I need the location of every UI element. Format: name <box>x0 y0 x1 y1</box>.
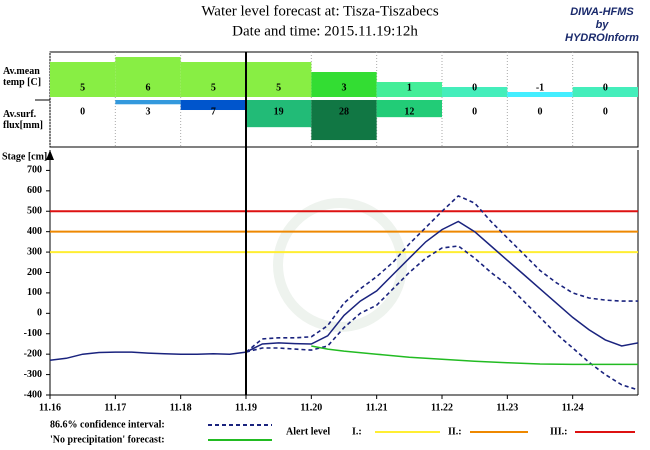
x-tick-label: 11.17 <box>104 402 126 413</box>
legend-label: 'No precipitation' forecast: <box>50 434 165 445</box>
data-label: 5 <box>276 82 281 93</box>
data-label: 3 <box>146 106 151 117</box>
y-tick-label: 500 <box>27 206 42 217</box>
data-label: -1 <box>536 82 544 93</box>
legend-label: Alert level <box>286 426 330 437</box>
bar <box>376 82 442 97</box>
bar <box>180 100 246 111</box>
x-tick-label: 11.16 <box>39 402 61 413</box>
data-label: 5 <box>80 82 85 93</box>
data-label: 0 <box>603 82 608 93</box>
y-tick-label: 400 <box>27 226 42 237</box>
legend-label: 86.6% confidence interval: <box>50 419 165 430</box>
y-tick-label: -400 <box>24 389 42 400</box>
bar <box>442 87 508 97</box>
data-label: 28 <box>339 106 349 117</box>
logo: DIWA-HFMS <box>570 6 634 18</box>
row-label: Av.surf. flux[mm] <box>3 109 43 131</box>
data-label: 6 <box>146 82 151 93</box>
forecast-line <box>49 220 639 362</box>
data-label: 0 <box>603 106 608 117</box>
bar <box>311 100 377 141</box>
bar <box>376 100 442 118</box>
x-tick-label: 11.18 <box>170 402 192 413</box>
bar <box>115 57 181 97</box>
chart-subtitle: Date and time: 2015.11.19:12h <box>232 23 418 39</box>
legend-label: I.: <box>352 426 362 437</box>
bar <box>311 72 377 97</box>
data-label: 5 <box>211 82 216 93</box>
bar <box>246 100 312 128</box>
y-tick-label: 600 <box>27 185 42 196</box>
confidence-line <box>245 194 638 353</box>
data-label: 0 <box>538 106 543 117</box>
y-tick-label: -200 <box>24 348 42 359</box>
bar <box>180 62 246 97</box>
bar <box>115 100 181 105</box>
logo: by <box>596 19 610 31</box>
x-tick-label: 11.22 <box>431 402 453 413</box>
y-tick-label: 200 <box>27 267 42 278</box>
forecast-line <box>311 345 638 366</box>
x-tick-label: 11.23 <box>496 402 518 413</box>
row-label: Av.mean temp [C] <box>3 66 42 88</box>
y-tick-label: 100 <box>27 287 42 298</box>
legend-label: II.: <box>448 426 462 437</box>
data-label: 0 <box>80 106 85 117</box>
x-tick-label: 11.20 <box>300 402 322 413</box>
bar <box>50 62 116 97</box>
y-tick-label: 300 <box>27 246 42 257</box>
y-tick-label: -100 <box>24 328 42 339</box>
bar <box>572 87 638 97</box>
legend-label: III.: <box>550 426 568 437</box>
axis-arrow <box>46 150 54 160</box>
bar <box>246 62 312 97</box>
watermark <box>273 198 407 332</box>
y-tick-label: -300 <box>24 369 42 380</box>
data-label: 0 <box>472 82 477 93</box>
confidence-line <box>245 245 639 391</box>
y-tick-label: 700 <box>27 165 42 176</box>
y-axis-title: Stage [cm] <box>2 151 47 162</box>
x-tick-label: 11.19 <box>235 402 257 413</box>
x-tick-label: 11.21 <box>366 402 388 413</box>
data-label: 12 <box>404 106 414 117</box>
x-tick-label: 11.24 <box>562 402 584 413</box>
y-tick-label: 0 <box>37 308 42 319</box>
data-label: 19 <box>274 106 284 117</box>
data-label: 7 <box>211 106 216 117</box>
bar <box>507 92 573 97</box>
logo: HYDROInform <box>565 32 639 44</box>
chart-title: Water level forecast at: Tisza-Tiszabecs <box>201 3 438 19</box>
data-label: 1 <box>407 82 412 93</box>
data-label: 0 <box>472 106 477 117</box>
data-label: 3 <box>342 82 347 93</box>
